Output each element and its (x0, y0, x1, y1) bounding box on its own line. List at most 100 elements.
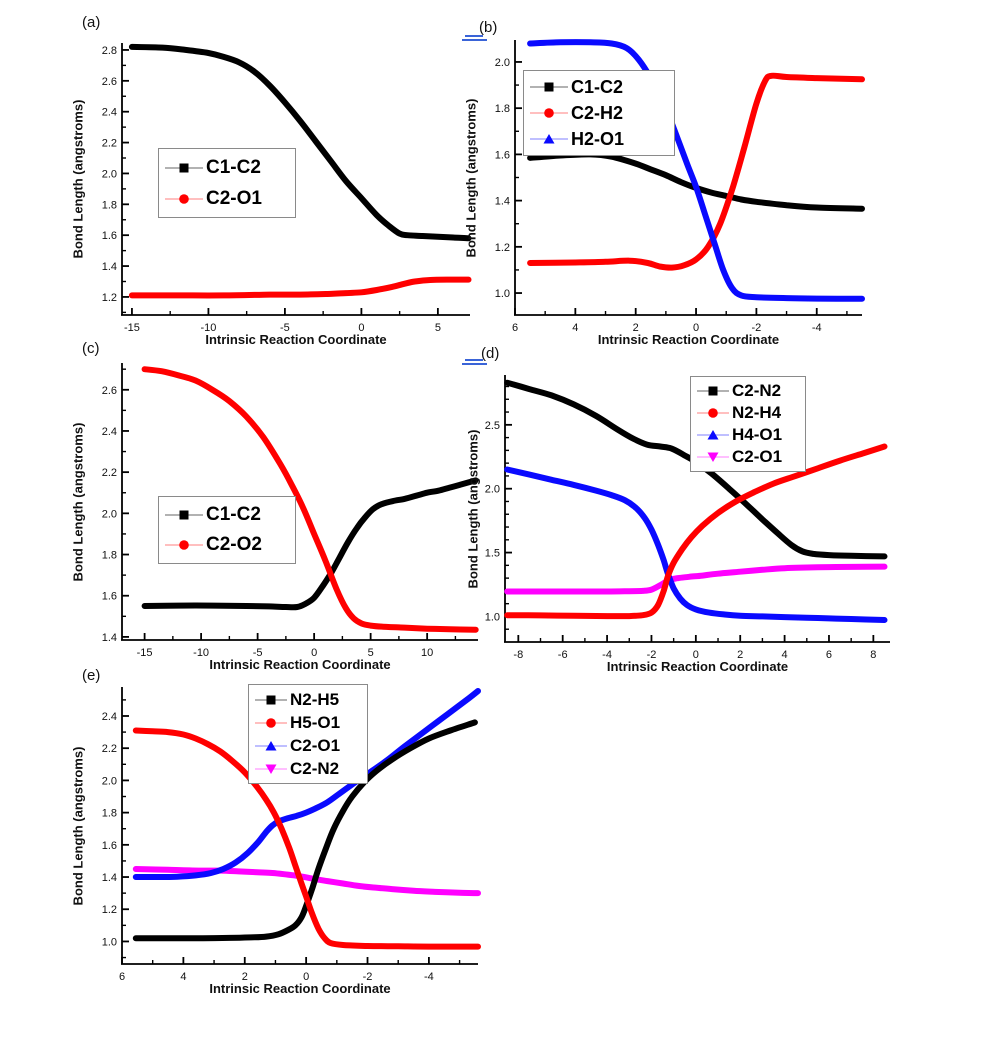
svg-text:2.0: 2.0 (102, 775, 117, 787)
svg-text:-10: -10 (193, 647, 209, 659)
legend-label: C2-N2 (732, 381, 782, 401)
svg-text:0: 0 (693, 322, 699, 334)
svg-text:-5: -5 (280, 322, 290, 334)
svg-text:1.6: 1.6 (102, 591, 117, 603)
svg-text:6: 6 (826, 649, 832, 661)
svg-text:4: 4 (782, 649, 788, 661)
legend-item: C2-H2 (529, 102, 668, 123)
legend-item: C1-C2 (164, 157, 289, 178)
svg-text:10: 10 (421, 647, 433, 659)
legend-item: C1-C2 (164, 505, 289, 525)
chart-c-plot: -15 -10 -5 0 5 10 1.4 1.6 1.8 2.0 2.2 2.4 2.6 (102, 363, 479, 659)
series-C2-N2 (132, 866, 481, 897)
legend-label: H4-O1 (732, 425, 783, 445)
chart-d: (d) -8 -6 -4 -2 0 2 4 6 8 1.0 1.5 2.0 2.5 Intrinsic … (455, 338, 935, 684)
svg-text:5: 5 (368, 647, 374, 659)
legend-label: C2-O1 (290, 735, 341, 755)
axes: -15 -10 -5 0 5 1.2 1.4 1.6 1.8 2.0 2.2 2.4 2.6 2.8 (102, 43, 470, 334)
legend-label: N2-H5 (290, 689, 340, 709)
svg-text:1.0: 1.0 (102, 936, 117, 948)
axes: 6 4 2 0 -2 -4 1.0 1.2 1.4 1.6 1.8 2.0 (495, 40, 862, 334)
circle-marker-icon (697, 408, 729, 418)
svg-text:2.2: 2.2 (102, 138, 117, 150)
legend-item: C1-C2 (529, 76, 668, 97)
chart-e: (e) 6 4 2 0 -2 -4 1.0 1.2 1.4 1.6 1.8 2.0 2.2 2.4 Int… (60, 663, 500, 1008)
series-C1-C2 (128, 43, 472, 242)
legend-e: N2-H5 H5-O1 C2-O1 C2-N2 (248, 684, 368, 784)
series-H4-O1 (504, 466, 888, 623)
axes: -15 -10 -5 0 5 10 1.4 1.6 1.8 2.0 2.2 2.4 2.6 (102, 363, 478, 659)
svg-text:1.2: 1.2 (102, 292, 117, 304)
svg-text:1.6: 1.6 (102, 230, 117, 242)
square-marker-icon (165, 163, 203, 172)
panel-label-c: (c) (82, 340, 100, 357)
square-marker-icon (165, 510, 203, 520)
svg-text:8: 8 (870, 649, 876, 661)
svg-text:5: 5 (435, 322, 441, 334)
svg-text:2.5: 2.5 (485, 420, 500, 432)
svg-text:2.0: 2.0 (102, 168, 117, 180)
legend-item: H5-O1 (254, 713, 361, 732)
legend-label: N2-H4 (732, 403, 782, 423)
svg-text:0: 0 (693, 649, 699, 661)
legend-label: C2-H2 (571, 102, 624, 123)
svg-text:2: 2 (737, 649, 743, 661)
svg-text:-4: -4 (812, 322, 822, 334)
axes: -8 -6 -4 -2 0 2 4 6 8 1.0 1.5 2.0 2.5 (485, 375, 890, 661)
series-C1-C2 (141, 477, 479, 611)
series-C2-O2 (141, 366, 479, 633)
svg-text:2.6: 2.6 (102, 385, 117, 397)
svg-text:1.8: 1.8 (102, 550, 117, 562)
legend-label: C1-C2 (206, 504, 261, 526)
legend-item: C2-N2 (696, 382, 799, 400)
axes: 6 4 2 0 -2 -4 1.0 1.2 1.4 1.6 1.8 2.0 2.2 2.4 (102, 687, 478, 983)
legend-item: H4-O1 (696, 426, 799, 444)
series-N2-H4 (504, 443, 888, 620)
svg-text:-15: -15 (124, 322, 140, 334)
panel-label-a: (a) (82, 14, 101, 31)
svg-text:-4: -4 (602, 649, 612, 661)
series-C2-H2 (527, 72, 865, 271)
square-marker-icon (530, 82, 568, 92)
svg-text:1.4: 1.4 (102, 872, 117, 884)
chart-e-plot: 6 4 2 0 -2 -4 1.0 1.2 1.4 1.6 1.8 2.0 2.2 2.4 (102, 687, 481, 983)
triangle-up-marker-icon (255, 740, 287, 750)
chart-b-plot: 6 4 2 0 -2 -4 1.0 1.2 1.4 1.6 1.8 2.0 (495, 39, 865, 334)
legend-label: C1-C2 (571, 76, 624, 97)
svg-text:2.0: 2.0 (495, 57, 510, 69)
svg-text:2: 2 (633, 322, 639, 334)
svg-text:0: 0 (311, 647, 317, 659)
svg-text:1.0: 1.0 (495, 288, 510, 300)
series-H2-O1 (527, 39, 865, 302)
svg-text:2.4: 2.4 (102, 107, 117, 119)
y-axis-label: Bond Length (angstroms) (70, 99, 86, 259)
svg-text:2.6: 2.6 (102, 76, 117, 88)
legend-item: C2-O1 (254, 735, 361, 755)
chart-c: (c) -15 -10 -5 0 5 10 1.4 1.6 1.8 2.0 2.2 2.4 2.6 In… (60, 338, 490, 674)
series-lines (132, 688, 481, 950)
series-C2-O1 (504, 563, 888, 595)
svg-text:2.4: 2.4 (102, 426, 117, 438)
legend-label: C2-O1 (206, 187, 262, 209)
svg-text:-6: -6 (558, 649, 568, 661)
svg-text:0: 0 (358, 322, 364, 334)
chart-b: (b) 6 4 2 0 -2 -4 1.0 1.2 1.4 1.6 1.8 2.0 Intrinsic… (455, 10, 885, 355)
legend-item: N2-H5 (254, 689, 361, 709)
series-C2-O1 (132, 688, 481, 881)
svg-text:1.0: 1.0 (485, 611, 500, 623)
legend-label: C2-O1 (732, 447, 783, 467)
series-H5-O1 (132, 727, 481, 950)
svg-text:2: 2 (242, 971, 248, 983)
legend-item: C2-N2 (254, 759, 361, 778)
svg-text:1.8: 1.8 (495, 103, 510, 115)
series-C2-O1 (128, 276, 472, 299)
legend-item: C2-O2 (164, 535, 289, 555)
series-lines (141, 366, 479, 633)
svg-text:6: 6 (512, 322, 518, 334)
panel-label-b: (b) (479, 19, 498, 36)
circle-marker-icon (165, 540, 203, 550)
svg-text:-8: -8 (513, 649, 523, 661)
chart-a: (a) -15 -10 -5 0 5 1.2 1.4 1.6 1.8 2.0 2.2 2.4 2.6 2.… (60, 10, 480, 355)
triangle-down-marker-icon (697, 452, 729, 462)
